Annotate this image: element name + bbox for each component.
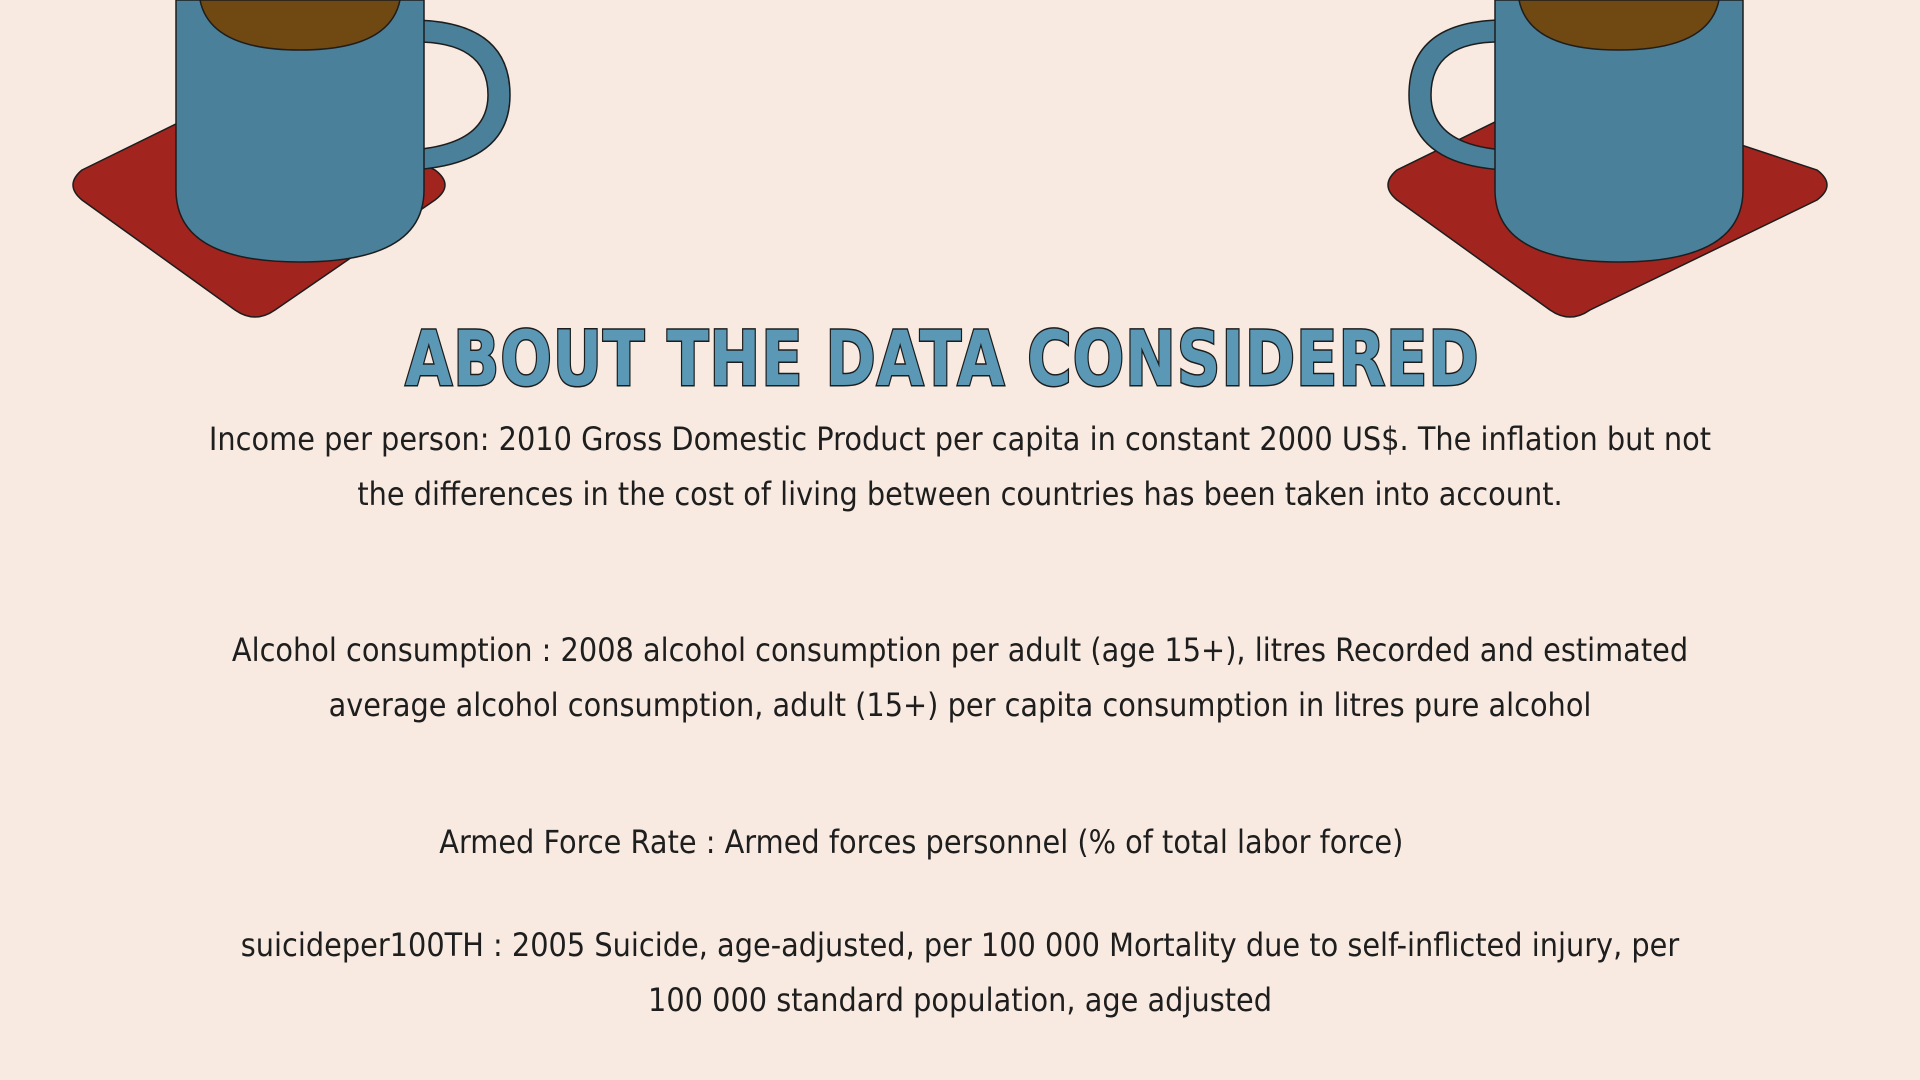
suicide-line-1: suicideper100TH : 2005 Suicide, age-adju… xyxy=(240,926,1680,964)
suicide-line-2: 100 000 standard population, age adjuste… xyxy=(647,981,1272,1019)
coffee-mug-left-icon xyxy=(72,0,511,318)
coffee-mug-right-icon xyxy=(1387,0,1828,318)
armed-force-paragraph: Armed Force Rate : Armed forces personne… xyxy=(57,815,1785,870)
slide-title: ABOUT THE DATA CONSIDERED xyxy=(404,312,1480,404)
coffee-right xyxy=(1518,0,1720,51)
income-line-2: the differences in the cost of living be… xyxy=(357,475,1563,513)
mug-body-left xyxy=(175,0,425,263)
income-paragraph: Income per person: 2010 Gross Domestic P… xyxy=(96,412,1824,522)
coffee-left xyxy=(199,0,401,51)
alcohol-paragraph: Alcohol consumption : 2008 alcohol consu… xyxy=(96,623,1824,733)
alcohol-line-1: Alcohol consumption : 2008 alcohol consu… xyxy=(231,631,1689,669)
alcohol-line-2: average alcohol consumption, adult (15+)… xyxy=(328,686,1592,724)
mug-body-right xyxy=(1494,0,1744,263)
suicide-paragraph: suicideper100TH : 2005 Suicide, age-adju… xyxy=(96,918,1824,1028)
mug-handle-left xyxy=(409,19,511,171)
income-line-1: Income per person: 2010 Gross Domestic P… xyxy=(208,420,1712,458)
armed-force-line-1: Armed Force Rate : Armed forces personne… xyxy=(439,823,1404,861)
